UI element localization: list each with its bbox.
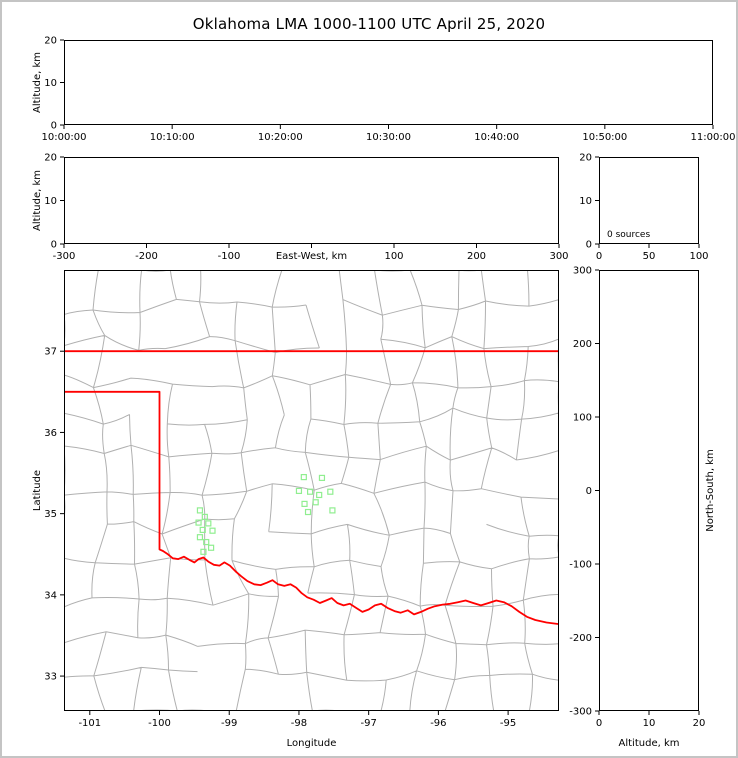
x-tick-label: 50 [643, 251, 656, 262]
y-tick-label: 34 [44, 590, 57, 601]
y-axis-label: Altitude, km [32, 170, 43, 231]
y-tick-label: 0 [586, 486, 592, 497]
y-tick-label: 200 [573, 339, 592, 350]
y-tick-label: 20 [44, 36, 57, 47]
y-tick-label: 37 [44, 347, 57, 358]
x-axis-label: Longitude [287, 738, 337, 749]
x-tick-label: 0 [596, 251, 602, 262]
y-tick-label: 10 [579, 196, 592, 207]
panel-plan-view: -101 -100 -99 -98 -97 -96 -95 33 34 35 36 37 Longitu… [32, 270, 559, 749]
y-tick-label: 100 [573, 413, 592, 424]
y-axis-label: Latitude [32, 470, 43, 511]
x-tick-label: -97 [360, 718, 376, 729]
lightning-source-point [329, 507, 336, 514]
x-tick-label: 300 [549, 251, 568, 262]
x-tick-label: 10:40:00 [474, 132, 519, 143]
x-tick-label: 20 [693, 718, 706, 729]
lightning-source-point [300, 473, 307, 481]
y-tick-label: 0 [586, 240, 592, 251]
y-axis-label: Altitude, km [32, 52, 43, 113]
county-boundaries [64, 270, 559, 711]
x-tick-label: 10 [643, 718, 656, 729]
axis-frame [64, 157, 559, 244]
lightning-source-point [201, 513, 208, 520]
panel-height-histogram: 0 50 100 0 10 20 0 sources [579, 153, 708, 263]
lightning-source-point [295, 487, 303, 495]
x-tick-label: -100 [148, 718, 171, 729]
y-tick-label: 36 [44, 428, 57, 439]
x-tick-label: 100 [689, 251, 708, 262]
x-tick-label: -98 [291, 718, 307, 729]
lightning-source-point [196, 507, 204, 514]
panel-ns-height: 0 10 20 -300 -200 -100 0 100 200 300 Altitude, km N… [569, 266, 716, 750]
x-axis-label: East-West, km [276, 251, 347, 262]
y-tick-label: -200 [569, 633, 592, 644]
x-tick-label: 100 [384, 251, 403, 262]
lightning-source-point [316, 491, 323, 499]
x-tick-label: -96 [430, 718, 446, 729]
y-axis-label-right: North-South, km [705, 449, 716, 532]
lightning-source-point [307, 488, 314, 495]
panel-time-height: 10:00:00 10:10:00 10:20:00 10:30:00 10:40:00… [32, 36, 735, 144]
lightning-source-point [312, 499, 319, 506]
lightning-source-point [196, 534, 204, 541]
y-tick-label: -100 [569, 560, 592, 571]
lightning-source-point [301, 500, 308, 508]
x-tick-label: 10:00:00 [42, 132, 87, 143]
sources-annotation: 0 sources [607, 230, 650, 240]
x-tick-label: 10:50:00 [582, 132, 627, 143]
x-tick-label: 0 [596, 718, 602, 729]
lightning-source-point [195, 519, 202, 526]
y-tick-label: 33 [44, 672, 57, 683]
lightning-source-point [205, 520, 212, 527]
x-tick-label: -300 [53, 251, 76, 262]
y-tick-label: 20 [579, 153, 592, 164]
y-tick-label: 20 [44, 153, 57, 164]
x-tick-label: 11:00:00 [691, 132, 736, 143]
y-tick-label: 35 [44, 509, 57, 520]
y-tick-label: -300 [569, 707, 592, 718]
x-axis-label: Altitude, km [619, 738, 680, 749]
lightning-source-point [203, 538, 210, 546]
x-tick-label: -200 [135, 251, 158, 262]
x-tick-label: -100 [218, 251, 241, 262]
x-tick-label: 10:30:00 [366, 132, 411, 143]
axis-frame [64, 270, 559, 711]
y-tick-label: 300 [573, 266, 592, 277]
axis-frame [64, 40, 713, 125]
lightning-source-point [318, 474, 326, 482]
lightning-source-point [327, 488, 334, 495]
axis-frame [599, 157, 699, 244]
lightning-source-point [209, 527, 216, 534]
x-tick-label: -95 [500, 718, 516, 729]
y-tick-label: 10 [44, 196, 57, 207]
lightning-source-point [200, 548, 207, 555]
axis-frame [599, 270, 699, 711]
state-border [64, 390, 559, 625]
lightning-source-point [208, 544, 215, 551]
x-tick-label: 200 [467, 251, 486, 262]
panel-ew-height: -300 -200 -100 100 200 300 0 10 20 East-West, km A… [32, 153, 569, 263]
y-tick-label: 10 [44, 78, 57, 89]
y-tick-label: 0 [51, 240, 57, 251]
lightning-source-point [304, 508, 312, 516]
x-tick-label: -101 [78, 718, 101, 729]
x-tick-label: 10:10:00 [150, 132, 195, 143]
y-tick-label: 0 [51, 121, 57, 132]
x-tick-label: -99 [221, 718, 237, 729]
figure-title: Oklahoma LMA 1000-1100 UTC April 25, 202… [192, 15, 546, 33]
x-tick-label: 10:20:00 [258, 132, 303, 143]
lightning-source-point [199, 526, 206, 533]
